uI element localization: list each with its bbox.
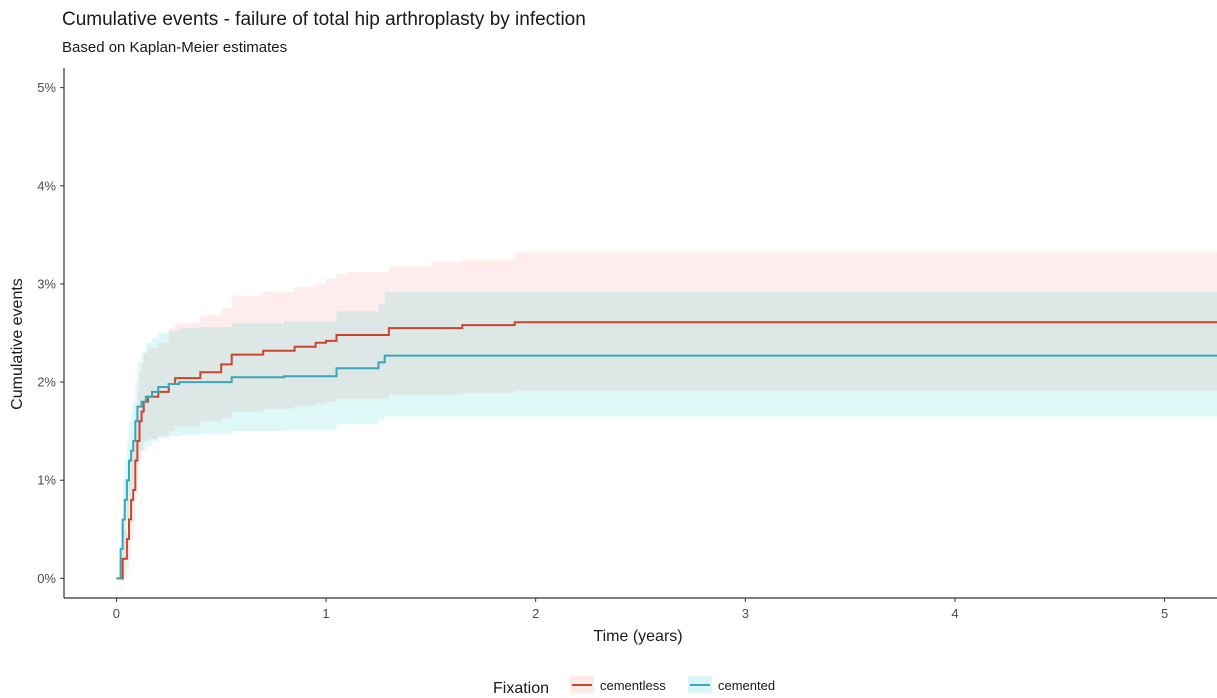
series-lines — [116, 321, 1217, 580]
y-tick-label: 3% — [37, 276, 56, 291]
ci-band-cementless — [116, 252, 1217, 579]
legend: Fixation cementless cemented — [493, 676, 775, 697]
legend-label-cementless: cementless — [600, 678, 666, 693]
chart-title: Cumulative events - failure of total hip… — [62, 9, 586, 30]
x-tick-label: 0 — [113, 606, 120, 621]
ci-band-cemented — [116, 291, 1217, 579]
x-tick-label: 2 — [532, 606, 539, 621]
x-tick-label: 4 — [951, 606, 958, 621]
x-tick-label: 1 — [322, 606, 329, 621]
y-tick-label: 1% — [37, 473, 56, 488]
series-line-cemented — [116, 354, 1217, 580]
chart-subtitle: Based on Kaplan-Meier estimates — [62, 39, 288, 56]
legend-label-cemented: cemented — [718, 678, 775, 693]
y-axis-title: Cumulative events — [9, 278, 26, 410]
y-tick-label: 2% — [37, 375, 56, 390]
legend-items: cementless cemented — [570, 676, 775, 693]
x-axis-title: Time (years) — [593, 628, 682, 645]
axes — [63, 68, 1217, 599]
confidence-bands — [116, 252, 1217, 579]
y-ticks: 0% 1% 2% 3% 4% 5% — [37, 80, 64, 586]
x-tick-label: 3 — [742, 606, 749, 621]
y-tick-label: 5% — [37, 80, 56, 95]
y-tick-label: 4% — [37, 178, 56, 193]
legend-title: Fixation — [493, 680, 549, 697]
x-tick-label: 5 — [1161, 606, 1168, 621]
y-tick-label: 0% — [37, 571, 56, 586]
x-ticks: 0 1 2 3 4 5 — [113, 598, 1168, 621]
